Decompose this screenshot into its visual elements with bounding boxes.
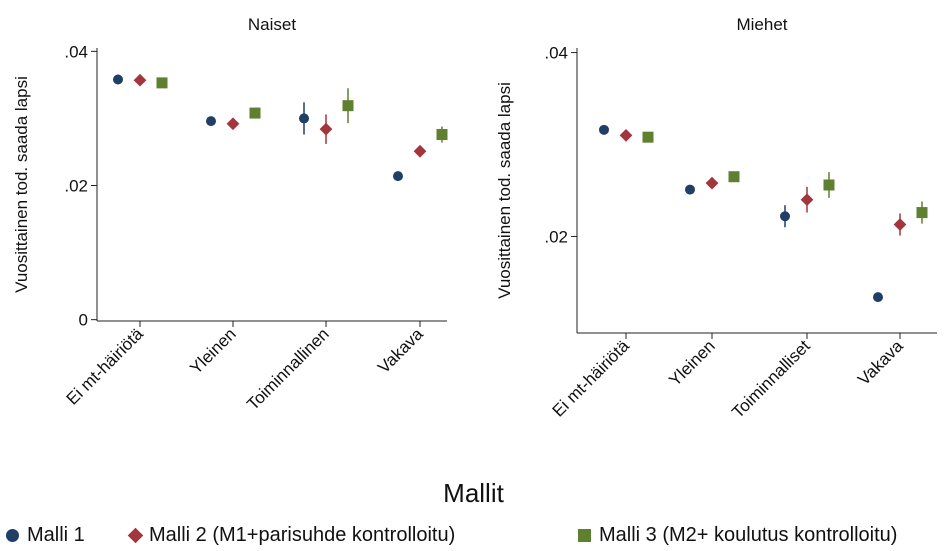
y-axis-label: Vuosittainen tod. saada lapsi <box>495 82 514 299</box>
data-point-circle <box>113 75 123 85</box>
data-point-diamond <box>320 123 333 136</box>
data-point-diamond <box>227 117 240 130</box>
legend-marker-diamond-icon <box>128 528 144 544</box>
x-tick-label: Toiminnallinen <box>243 324 333 414</box>
data-point-square <box>643 132 654 143</box>
data-point-circle <box>393 171 403 181</box>
y-tick-label: .02 <box>64 177 88 196</box>
y-tick-label: .02 <box>544 227 568 246</box>
data-point-square <box>824 179 835 190</box>
data-point-circle <box>685 185 695 195</box>
data-point-diamond <box>414 145 427 158</box>
x-tick-label: Yleinen <box>186 324 240 378</box>
data-point-square <box>437 129 448 140</box>
legend: Malli 1 Malli 2 (M1+parisuhde kontrolloi… <box>0 524 947 550</box>
data-point-diamond <box>801 193 814 206</box>
data-point-square <box>343 100 354 111</box>
legend-label: Malli 2 (M1+parisuhde kontrolloitu) <box>149 524 455 547</box>
x-tick-label: Ei mt-häiriötä <box>63 324 148 409</box>
data-point-circle <box>873 292 883 302</box>
data-point-circle <box>599 125 609 135</box>
y-tick-label: .04 <box>544 44 568 63</box>
chart-panel-1: Miehet .02 .04 Vuosittainen tod. saada laps… <box>495 15 937 422</box>
legend-item-malli-1: Malli 1 <box>6 524 85 547</box>
data-point-square <box>917 207 928 218</box>
legend-marker-square-icon <box>578 529 591 542</box>
data-point-diamond <box>894 218 907 231</box>
legend-title: Mallit <box>0 478 947 509</box>
data-point-square <box>729 171 740 182</box>
x-tick-label: Vakava <box>854 336 907 389</box>
panel-title: Miehet <box>736 15 787 34</box>
data-point-circle <box>299 113 309 123</box>
legend-item-malli-3: Malli 3 (M2+ koulutus kontrolloitu) <box>578 524 897 547</box>
y-tick-label: .04 <box>64 42 88 61</box>
x-tick-label: Yleinen <box>665 336 719 390</box>
data-point-circle <box>206 116 216 126</box>
chart-panel-0: Naiset 0 .02 .04 Vuosittainen tod. saada lap… <box>12 15 448 414</box>
data-point-diamond <box>620 129 633 142</box>
legend-item-malli-2: Malli 2 (M1+parisuhde kontrolloitu) <box>130 524 455 547</box>
data-point-square <box>250 108 261 119</box>
y-axis-label: Vuosittainen tod. saada lapsi <box>12 76 31 293</box>
data-point-square <box>157 77 168 88</box>
x-tick-label: Vakava <box>374 324 427 377</box>
x-tick-label: Ei mt-häiriötä <box>549 336 634 421</box>
legend-label: Malli 3 (M2+ koulutus kontrolloitu) <box>599 524 897 547</box>
data-point-diamond <box>134 74 147 87</box>
x-tick-label: Toiminnalliset <box>728 336 814 422</box>
data-point-circle <box>780 211 790 221</box>
legend-label: Malli 1 <box>27 524 85 547</box>
y-tick-label: 0 <box>79 311 88 330</box>
legend-marker-circle-icon <box>6 529 19 542</box>
chart-figure: Naiset 0 .02 .04 Vuosittainen tod. saada lap… <box>0 0 947 470</box>
panel-title: Naiset <box>248 15 296 34</box>
data-point-diamond <box>706 177 719 190</box>
